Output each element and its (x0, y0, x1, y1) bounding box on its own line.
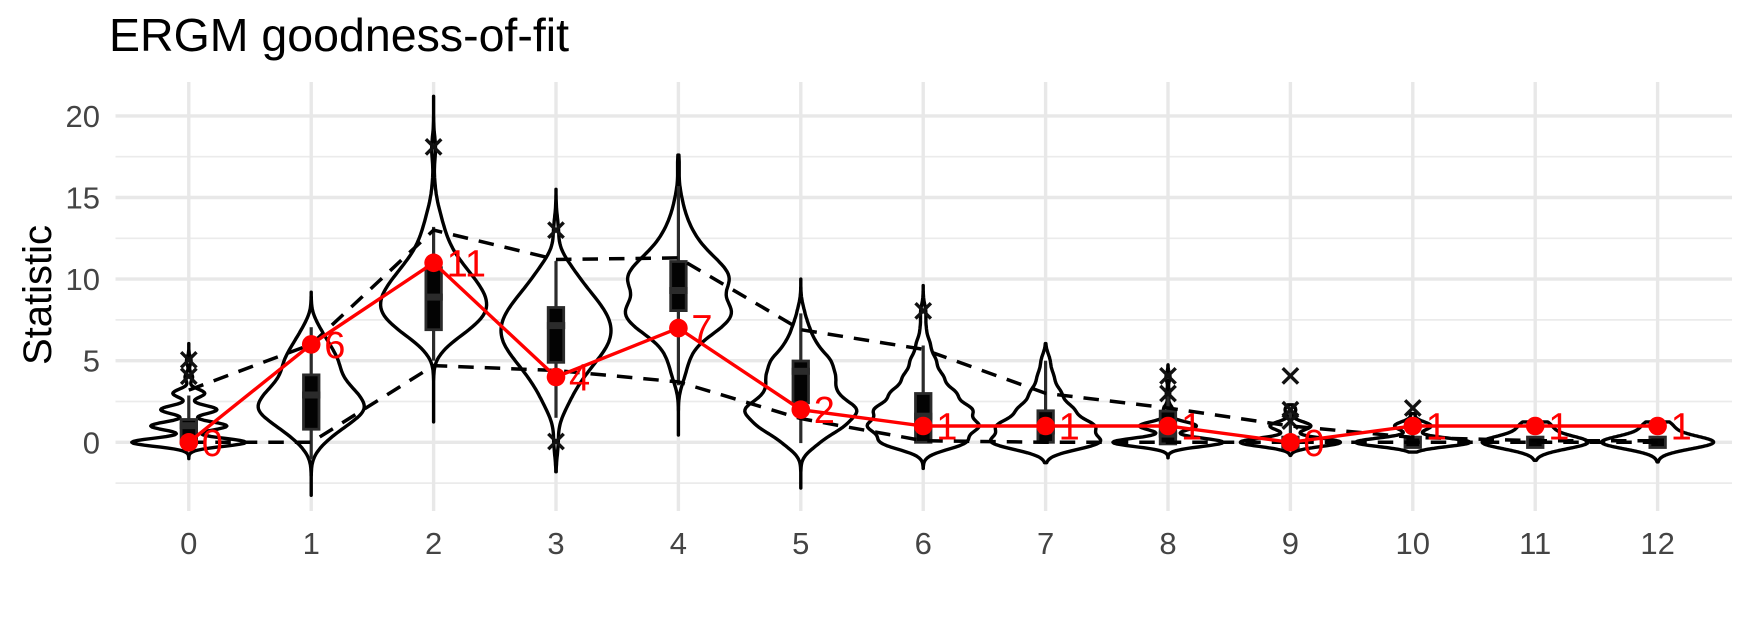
svg-text:8: 8 (1159, 526, 1176, 561)
svg-text:1: 1 (1059, 407, 1080, 449)
svg-text:6: 6 (324, 325, 345, 367)
svg-text:ERGM goodness-of-fit: ERGM goodness-of-fit (109, 9, 569, 61)
svg-text:11: 11 (447, 243, 486, 285)
svg-text:2: 2 (425, 526, 442, 561)
svg-text:0: 0 (202, 423, 223, 465)
svg-text:10: 10 (66, 262, 100, 297)
svg-text:12: 12 (1640, 526, 1674, 561)
svg-text:11: 11 (1519, 526, 1551, 561)
svg-text:1: 1 (1548, 407, 1569, 449)
svg-text:10: 10 (1396, 526, 1430, 561)
svg-text:Statistic: Statistic (16, 225, 60, 365)
svg-text:2: 2 (814, 390, 835, 432)
svg-text:9: 9 (1282, 526, 1299, 561)
svg-text:3: 3 (547, 526, 564, 561)
svg-text:7: 7 (691, 309, 712, 351)
svg-text:5: 5 (83, 344, 100, 379)
svg-text:1: 1 (1671, 407, 1692, 449)
svg-text:7: 7 (1037, 526, 1054, 561)
svg-text:20: 20 (66, 99, 100, 134)
svg-text:1: 1 (936, 407, 957, 449)
svg-text:1: 1 (1426, 407, 1447, 449)
svg-text:4: 4 (569, 358, 590, 400)
svg-text:4: 4 (670, 526, 687, 561)
svg-text:15: 15 (66, 181, 100, 216)
svg-text:1: 1 (1181, 407, 1202, 449)
svg-text:0: 0 (83, 425, 100, 460)
svg-text:6: 6 (915, 526, 932, 561)
svg-text:0: 0 (180, 526, 197, 561)
svg-text:0: 0 (1303, 423, 1324, 465)
svg-text:1: 1 (303, 526, 320, 561)
svg-text:5: 5 (792, 526, 809, 561)
